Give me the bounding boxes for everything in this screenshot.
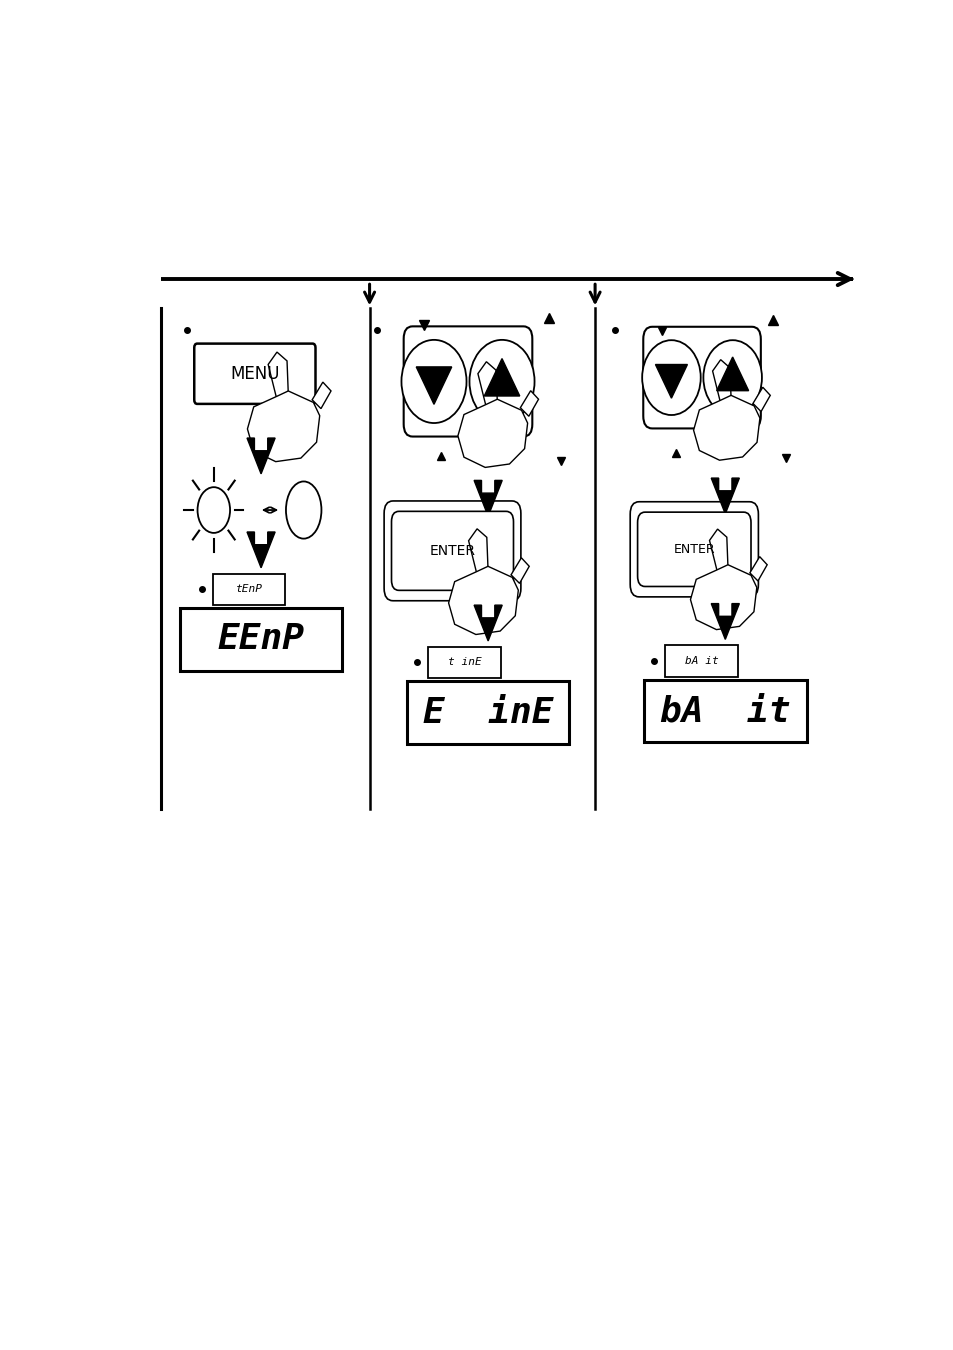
Polygon shape <box>752 387 769 412</box>
FancyBboxPatch shape <box>213 574 285 605</box>
Text: bA  it: bA it <box>659 694 790 728</box>
FancyBboxPatch shape <box>179 609 342 671</box>
Circle shape <box>197 487 230 533</box>
Polygon shape <box>484 359 519 396</box>
Polygon shape <box>312 382 331 409</box>
Text: t inE: t inE <box>447 657 481 667</box>
Text: bA it: bA it <box>684 656 718 666</box>
Polygon shape <box>247 532 274 568</box>
Text: ENTER: ENTER <box>673 543 715 556</box>
Text: EEnP: EEnP <box>217 622 304 656</box>
Polygon shape <box>477 362 497 408</box>
Polygon shape <box>416 367 452 404</box>
Polygon shape <box>655 364 687 398</box>
Polygon shape <box>511 558 529 583</box>
Polygon shape <box>690 564 756 629</box>
Polygon shape <box>519 390 538 416</box>
Text: E  inE: E inE <box>422 695 553 729</box>
Polygon shape <box>268 352 288 400</box>
Ellipse shape <box>469 340 534 423</box>
FancyBboxPatch shape <box>194 344 315 404</box>
Polygon shape <box>474 605 501 641</box>
FancyBboxPatch shape <box>391 512 513 590</box>
Text: tEnP: tEnP <box>235 585 262 594</box>
Ellipse shape <box>401 340 466 423</box>
FancyBboxPatch shape <box>403 327 532 436</box>
Ellipse shape <box>286 482 321 539</box>
FancyBboxPatch shape <box>643 680 806 742</box>
Ellipse shape <box>702 340 761 414</box>
Polygon shape <box>712 359 730 404</box>
Polygon shape <box>468 529 488 575</box>
Polygon shape <box>448 566 517 634</box>
Polygon shape <box>711 478 739 514</box>
FancyBboxPatch shape <box>630 502 758 597</box>
FancyBboxPatch shape <box>406 682 569 744</box>
Text: ENTER: ENTER <box>429 544 475 558</box>
Polygon shape <box>247 437 274 474</box>
Polygon shape <box>474 481 501 516</box>
Polygon shape <box>247 392 319 462</box>
FancyBboxPatch shape <box>665 645 737 676</box>
Polygon shape <box>711 603 739 640</box>
Polygon shape <box>693 396 760 460</box>
Polygon shape <box>457 400 527 467</box>
Ellipse shape <box>641 340 700 414</box>
Polygon shape <box>716 356 748 390</box>
FancyBboxPatch shape <box>642 327 760 428</box>
Polygon shape <box>709 529 727 572</box>
Text: MENU: MENU <box>230 364 279 383</box>
FancyBboxPatch shape <box>428 647 500 678</box>
Polygon shape <box>749 556 766 580</box>
FancyBboxPatch shape <box>384 501 520 601</box>
FancyBboxPatch shape <box>637 512 750 586</box>
